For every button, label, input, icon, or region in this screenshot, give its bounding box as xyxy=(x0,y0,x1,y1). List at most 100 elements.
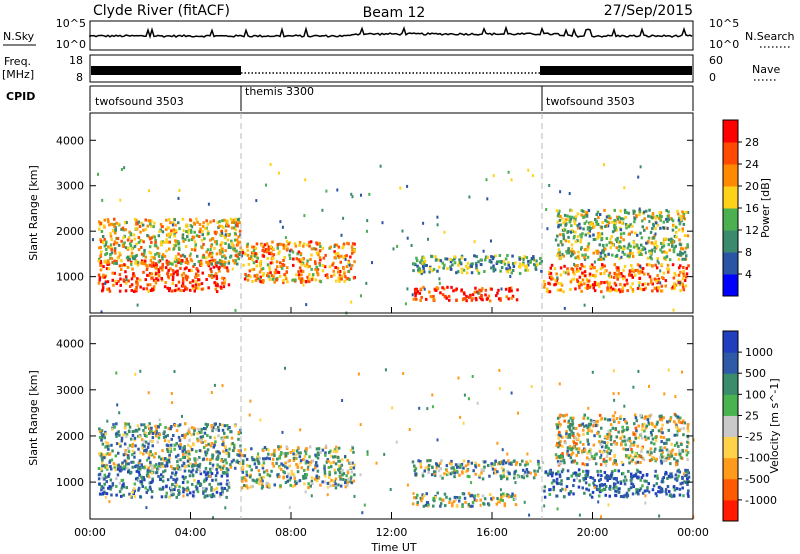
power-cell xyxy=(416,264,419,268)
power-cell xyxy=(186,261,190,265)
power-cell xyxy=(290,248,293,252)
velocity-cell xyxy=(569,447,572,451)
power-cell xyxy=(318,263,322,267)
velocity-cell xyxy=(674,452,678,456)
power-cell xyxy=(570,229,574,233)
power-cell xyxy=(343,279,346,283)
power-cell xyxy=(298,266,302,270)
power-cell xyxy=(98,227,101,231)
power-cell xyxy=(610,235,614,239)
power-cell xyxy=(269,271,272,275)
power-cell xyxy=(586,283,589,287)
power-cell xyxy=(352,276,356,280)
velocity-cell xyxy=(352,450,355,454)
power-cell xyxy=(494,254,497,258)
velocity-cell xyxy=(411,502,415,506)
velocity-cell xyxy=(167,439,170,443)
velocity-cell xyxy=(243,476,246,480)
velocity-cell xyxy=(660,490,663,494)
velocity-cell xyxy=(513,470,517,474)
velocity-cell xyxy=(361,511,364,515)
velocity-cell xyxy=(121,484,124,488)
power-cell xyxy=(622,217,625,221)
velocity-cell xyxy=(674,395,677,399)
power-cell xyxy=(685,210,688,214)
power-cell xyxy=(632,245,636,249)
power-cell xyxy=(443,295,447,299)
velocity-cell xyxy=(153,430,156,434)
velocity-cell xyxy=(423,469,426,473)
velocity-cell xyxy=(589,493,592,497)
velocity-cell xyxy=(107,447,110,451)
power-colorbar-swatch xyxy=(723,274,738,297)
velocity-cell xyxy=(451,501,454,505)
power-cell xyxy=(171,221,175,225)
power-cell xyxy=(236,262,239,266)
velocity-cell xyxy=(333,468,336,472)
velocity-cell xyxy=(569,416,572,420)
velocity-cell xyxy=(677,444,680,448)
velocity-cell xyxy=(344,478,348,482)
velocity-cell xyxy=(552,479,555,483)
velocity-cell xyxy=(629,486,633,490)
power-cell xyxy=(250,251,254,255)
power-cell xyxy=(439,259,443,263)
velocity-cell xyxy=(111,449,114,453)
velocity-cell xyxy=(292,472,295,476)
power-cell xyxy=(666,214,669,218)
velocity-cell xyxy=(250,456,254,460)
velocity-cell xyxy=(100,488,103,492)
power-cell xyxy=(585,220,588,224)
power-cell xyxy=(167,226,171,230)
velocity-cell xyxy=(252,458,255,462)
power-cell xyxy=(198,235,201,238)
velocity-cell xyxy=(162,470,165,474)
velocity-cell xyxy=(131,434,135,437)
velocity-cell xyxy=(342,472,346,476)
velocity-cell xyxy=(164,464,167,468)
velocity-cell xyxy=(590,495,594,499)
power-cell xyxy=(631,275,634,279)
velocity-cell xyxy=(467,397,470,401)
power-cell xyxy=(107,245,110,249)
power-cell xyxy=(536,263,539,267)
velocity-cell xyxy=(474,465,478,469)
velocity-cell xyxy=(618,487,621,491)
velocity-cell xyxy=(414,473,417,477)
power-cell xyxy=(662,226,665,230)
power-cell xyxy=(498,254,502,257)
velocity-cell xyxy=(213,488,216,492)
velocity-cell xyxy=(635,419,639,423)
velocity-cell xyxy=(244,448,247,452)
power-cell xyxy=(453,255,456,259)
velocity-cell xyxy=(496,497,499,500)
velocity-cell xyxy=(309,461,313,465)
velocity-cell xyxy=(623,475,627,479)
velocity-cell xyxy=(650,433,653,437)
power-cell xyxy=(120,264,124,268)
velocity-cell xyxy=(607,503,610,507)
velocity-cell xyxy=(162,435,166,439)
power-cell xyxy=(538,261,542,265)
power-cell xyxy=(334,252,337,256)
noise-right-label: N.Search xyxy=(745,30,795,43)
velocity-cell xyxy=(182,490,185,494)
velocity-cell xyxy=(293,483,297,487)
power-cell xyxy=(679,289,682,293)
power-cell xyxy=(115,262,118,265)
velocity-cell xyxy=(647,422,651,426)
power-cell xyxy=(578,286,581,290)
power-cell xyxy=(268,277,271,281)
power-cell xyxy=(298,240,302,244)
cpid-row: CPID twofsound 3503 themis 3300 twofsoun… xyxy=(6,85,694,111)
power-cell xyxy=(584,210,587,214)
power-cell xyxy=(664,279,668,283)
power-cell xyxy=(281,266,284,270)
velocity-cell xyxy=(295,481,298,485)
power-cell xyxy=(325,273,329,277)
velocity-cell xyxy=(654,438,658,442)
velocity-cell xyxy=(570,430,573,434)
velocity-cell xyxy=(276,473,279,477)
power-ytick-label: 2000 xyxy=(56,225,84,238)
velocity-cell xyxy=(581,486,584,490)
